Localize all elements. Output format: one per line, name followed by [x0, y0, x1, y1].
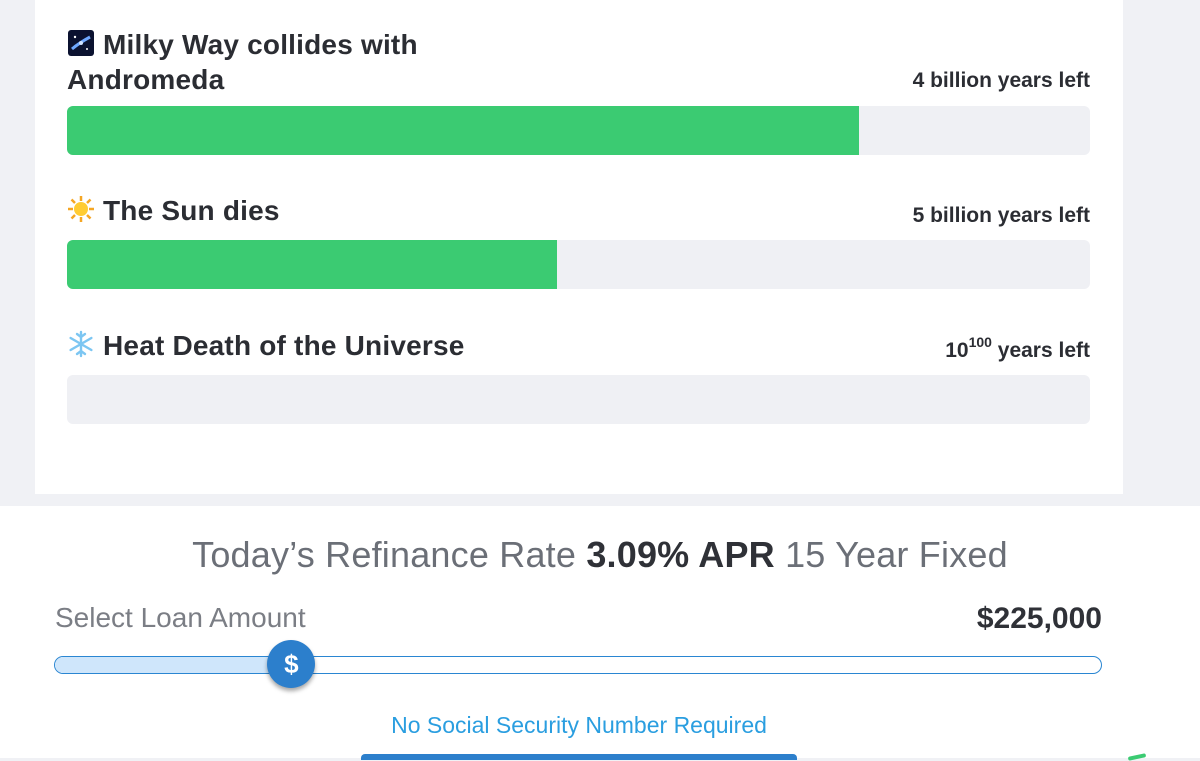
- countdown-title: The Sun dies: [67, 193, 280, 228]
- slider-fill: [55, 657, 292, 673]
- green-decoration: [1127, 753, 1147, 761]
- time-left-label: 4 billion years left: [912, 69, 1090, 92]
- snowflake-icon: [67, 330, 95, 358]
- refinance-rate-headline: Today’s Refinance Rate 3.09% APR 15 Year…: [192, 534, 1008, 575]
- progress-track: [67, 375, 1090, 424]
- loan-amount-slider[interactable]: $: [54, 640, 1102, 688]
- countdown-item-heat-death: Heat Death of the Universe 10100 years l…: [67, 328, 1090, 424]
- cta-button[interactable]: [361, 754, 797, 760]
- progress-track: [67, 240, 1090, 289]
- refinance-ad: Today’s Refinance Rate 3.09% APR 15 Year…: [0, 506, 1200, 761]
- progress-fill: [67, 240, 558, 289]
- countdown-title: Heat Death of the Universe: [67, 328, 465, 363]
- time-left-label: 5 billion years left: [912, 204, 1090, 227]
- countdown-title: Milky Way collides with Andromeda: [67, 29, 418, 95]
- progress-track: [67, 106, 1090, 155]
- countdown-card: Milky Way collides with Andromeda 4 billi…: [35, 0, 1123, 494]
- galaxy-icon: [67, 29, 95, 57]
- sun-icon: [67, 195, 95, 223]
- countdown-item-andromeda: Milky Way collides with Andromeda 4 billi…: [67, 24, 1090, 156]
- loan-amount-value: $225,000: [976, 602, 1102, 635]
- countdown-item-sun: The Sun dies 5 billion years left: [67, 193, 1090, 289]
- slider-thumb[interactable]: $: [267, 640, 316, 688]
- progress-fill: [67, 106, 859, 155]
- loan-amount-label: Select Loan Amount: [55, 602, 306, 633]
- no-ssn-note[interactable]: No Social Security Number Required: [391, 712, 767, 738]
- time-left-label: 10100 years left: [945, 334, 1090, 362]
